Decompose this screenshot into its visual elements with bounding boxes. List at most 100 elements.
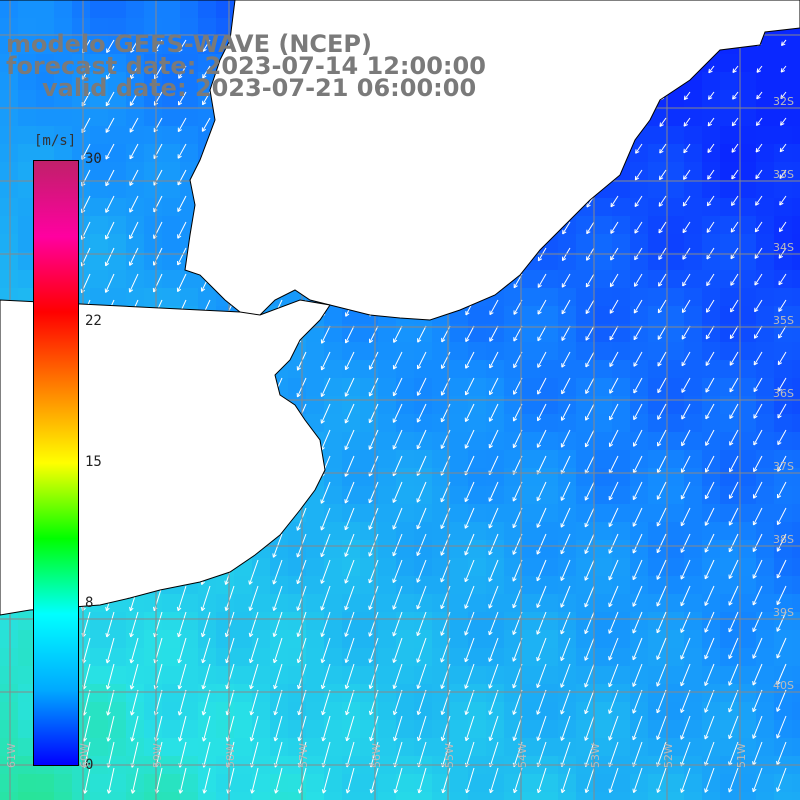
forecast-date: forecast date: 2023-07-14 12:00:00: [6, 52, 486, 80]
field-cell: [666, 126, 685, 145]
field-cell: [792, 612, 800, 631]
field-cell: [486, 792, 505, 800]
field-cell: [450, 666, 469, 685]
wind-arrow: [632, 767, 643, 793]
wind-arrow: [778, 221, 787, 233]
wind-arrow: [464, 585, 475, 609]
field-cell: [594, 324, 613, 343]
field-cell: [54, 36, 73, 55]
wind-arrow: [658, 273, 667, 287]
lat-label: 36S: [773, 387, 794, 400]
field-cell: [648, 504, 667, 523]
field-cell: [144, 774, 163, 793]
wind-arrow: [608, 507, 619, 528]
wind-arrow: [609, 325, 619, 341]
field-cell: [792, 270, 800, 289]
field-cell: [702, 234, 721, 253]
wind-arrow: [464, 507, 475, 529]
field-cell: [414, 648, 433, 667]
wind-arrow: [680, 507, 691, 527]
field-cell: [648, 234, 667, 253]
wind-arrow: [320, 611, 331, 637]
wind-arrow: [728, 637, 739, 660]
wind-arrow: [560, 403, 571, 421]
field-cell: [36, 72, 55, 91]
wind-arrow: [780, 117, 787, 126]
field-cell: [540, 522, 559, 541]
field-cell: [774, 180, 793, 199]
field-cell: [396, 414, 415, 433]
field-cell: [558, 540, 577, 559]
field-cell: [774, 522, 793, 541]
wind-arrow: [610, 221, 619, 234]
wind-arrow: [776, 559, 787, 579]
field-cell: [648, 270, 667, 289]
wind-arrow: [728, 507, 739, 526]
field-cell: [378, 396, 397, 415]
field-cell: [576, 612, 595, 631]
wind-arrow: [393, 715, 403, 742]
field-cell: [378, 468, 397, 487]
field-cell: [666, 486, 685, 505]
field-cell: [18, 90, 37, 109]
field-cell: [756, 504, 775, 523]
field-cell: [468, 702, 487, 721]
field-cell: [432, 738, 451, 757]
field-cell: [342, 720, 361, 739]
wind-arrow: [537, 351, 547, 368]
field-cell: [180, 72, 199, 91]
field-cell: [684, 684, 703, 703]
field-cell: [396, 342, 415, 361]
field-cell: [612, 594, 631, 613]
wind-arrow: [584, 585, 595, 608]
field-cell: [576, 360, 595, 379]
field-cell: [684, 378, 703, 397]
wind-arrow: [321, 689, 331, 716]
field-cell: [612, 198, 631, 217]
field-cell: [684, 720, 703, 739]
field-cell: [432, 558, 451, 577]
field-cell: [702, 378, 721, 397]
wind-arrow: [320, 403, 331, 424]
field-cell: [774, 234, 793, 253]
wind-arrow: [659, 117, 667, 127]
field-cell: [162, 198, 181, 217]
field-cell: [414, 684, 433, 703]
field-cell: [90, 270, 109, 289]
field-cell: [648, 306, 667, 325]
field-cell: [90, 126, 109, 145]
field-cell: [738, 540, 757, 559]
field-cell: [432, 684, 451, 703]
wind-arrow: [732, 65, 739, 74]
field-cell: [324, 504, 343, 523]
wind-arrow: [728, 533, 739, 553]
field-cell: [216, 684, 235, 703]
field-cell: [252, 630, 271, 649]
wind-arrow: [584, 767, 595, 794]
field-cell: [630, 252, 649, 271]
field-cell: [756, 414, 775, 433]
field-cell: [720, 162, 739, 181]
field-cell: [594, 342, 613, 361]
field-cell: [108, 630, 127, 649]
field-cell: [522, 360, 541, 379]
field-cell: [774, 72, 793, 91]
field-cell: [576, 306, 595, 325]
field-cell: [738, 108, 757, 127]
wind-arrow: [585, 351, 595, 368]
field-cell: [90, 234, 109, 253]
field-cell: [126, 144, 145, 163]
wind-arrow: [273, 663, 283, 690]
wind-arrow: [560, 559, 571, 581]
field-cell: [468, 630, 487, 649]
field-cell: [450, 630, 469, 649]
field-cell: [630, 432, 649, 451]
field-cell: [468, 342, 487, 361]
wind-arrow: [464, 663, 475, 689]
field-cell: [486, 540, 505, 559]
field-cell: [684, 522, 703, 541]
field-cell: [594, 558, 613, 577]
field-cell: [198, 54, 217, 73]
field-cell: [90, 0, 109, 19]
field-cell: [522, 702, 541, 721]
